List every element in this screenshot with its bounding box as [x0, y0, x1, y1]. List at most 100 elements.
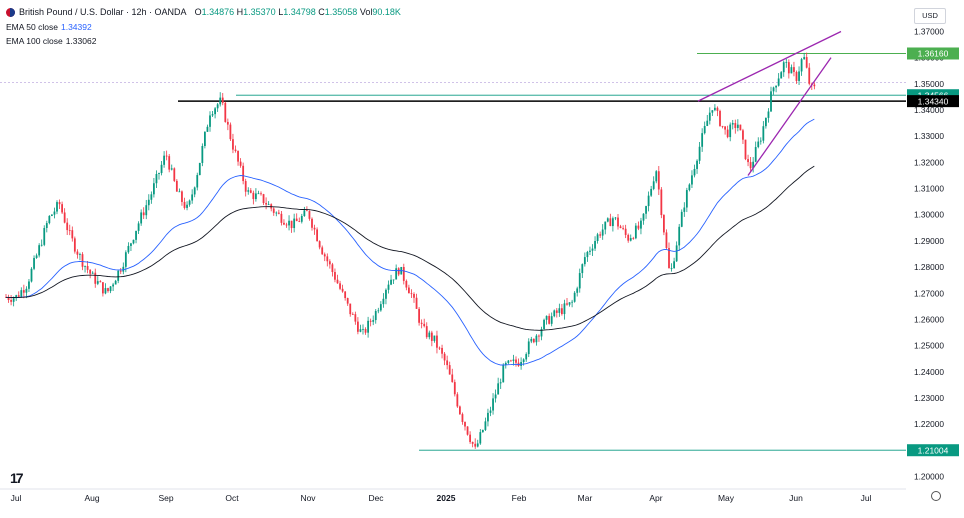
candle-body: [479, 432, 482, 444]
level-price-label: 1.34340: [918, 96, 949, 106]
candle-body: [379, 304, 382, 311]
candle-body: [362, 328, 364, 330]
candle-body: [224, 102, 227, 122]
candle-body: [28, 281, 30, 289]
candle-body: [408, 287, 410, 294]
candle-body: [308, 211, 311, 219]
level-price-tag: [907, 95, 959, 108]
candle-body: [772, 87, 775, 92]
candle-body: [94, 272, 97, 284]
candle-body: [89, 269, 92, 274]
candle-body: [328, 261, 331, 265]
ema100-legend[interactable]: EMA 100 close 1.33062: [6, 36, 96, 46]
candle-body: [216, 104, 219, 109]
candle-body: [566, 303, 568, 305]
settings-icon[interactable]: [931, 491, 941, 501]
candle-body: [244, 181, 247, 192]
y-tick-label: 1.25000: [914, 341, 944, 351]
x-tick-label: May: [718, 493, 735, 503]
symbol-title[interactable]: British Pound / U.S. Dollar · 12h · OAND…: [19, 7, 187, 17]
candle-body: [35, 255, 38, 258]
candle-body: [749, 162, 752, 169]
candle-body: [637, 225, 640, 229]
candle-body: [663, 215, 665, 233]
candle-body: [418, 308, 420, 323]
candle-body: [53, 211, 56, 215]
candle-body: [153, 183, 155, 195]
candle-body: [693, 168, 696, 176]
candle-body: [68, 230, 71, 231]
candle-body: [813, 84, 816, 87]
candle-body: [433, 335, 436, 341]
candle-body: [56, 202, 58, 212]
candle-body: [30, 268, 33, 282]
candle-body: [374, 311, 377, 321]
candle-body: [453, 382, 456, 395]
level-price-tag: [907, 47, 959, 60]
candle-body: [589, 250, 591, 252]
candle-body: [40, 244, 43, 246]
candle-body: [515, 359, 517, 363]
ema50-label: EMA 50 close: [6, 22, 58, 32]
candle-body: [583, 257, 586, 265]
candle-body: [178, 191, 181, 193]
candle-body: [642, 213, 645, 221]
candle-body: [369, 320, 372, 322]
candle-body: [84, 266, 86, 267]
time-axis[interactable]: Jul Aug Sep Oct Nov Dec 2025 Feb Mar Apr May Jun Jul: [0, 488, 906, 503]
candle-body: [290, 220, 293, 229]
candle-body: [316, 229, 318, 242]
candle-body: [415, 297, 418, 309]
candle-body: [402, 267, 405, 281]
candle-body: [15, 295, 18, 299]
level-price-label: 1.36160: [918, 49, 949, 59]
candle-body: [555, 310, 558, 313]
candle-body: [7, 297, 10, 301]
candle-body: [647, 195, 650, 207]
candle-body: [425, 326, 428, 338]
ema100-label: EMA 100 close: [6, 36, 63, 46]
candle-body: [45, 223, 48, 228]
candle-body: [221, 97, 224, 103]
candle-body: [466, 426, 469, 435]
candle-body: [257, 193, 260, 195]
candle-body: [364, 328, 367, 333]
candle-body: [606, 218, 609, 222]
candle-body: [214, 108, 216, 115]
candle-body: [300, 216, 303, 222]
ema50-legend[interactable]: EMA 50 close 1.34392: [6, 22, 92, 32]
candle-body: [104, 288, 107, 294]
candle-body: [612, 218, 614, 227]
candle-body: [701, 133, 704, 147]
candle-body: [175, 180, 178, 192]
candle-body: [624, 228, 627, 235]
candle-body: [265, 203, 267, 205]
candle-body: [752, 161, 755, 169]
candle-body: [313, 227, 316, 230]
candle-body: [494, 394, 497, 399]
candle-body: [476, 443, 479, 447]
candle-body: [645, 206, 647, 214]
candle-body: [109, 286, 112, 292]
price-axis[interactable]: 1.370001.360001.350001.340001.330001.320…: [906, 0, 964, 513]
y-tick-label: 1.33000: [914, 131, 944, 141]
candle-body: [321, 247, 324, 255]
currency-button[interactable]: USD: [914, 8, 946, 24]
candle-body: [247, 190, 250, 192]
candle-body: [295, 218, 298, 222]
candle-body: [617, 217, 619, 227]
candle-body: [507, 360, 510, 363]
candle-body: [112, 284, 114, 287]
candle-body: [800, 59, 803, 72]
candle-body: [91, 272, 94, 274]
y-tick-label: 1.24000: [914, 367, 944, 377]
candle-body: [632, 238, 635, 239]
candle-body: [622, 228, 624, 229]
candle-body: [522, 359, 525, 363]
candle-body: [685, 190, 688, 208]
candle-body: [747, 159, 749, 163]
candle-body: [262, 194, 265, 204]
candle-body: [780, 72, 783, 79]
